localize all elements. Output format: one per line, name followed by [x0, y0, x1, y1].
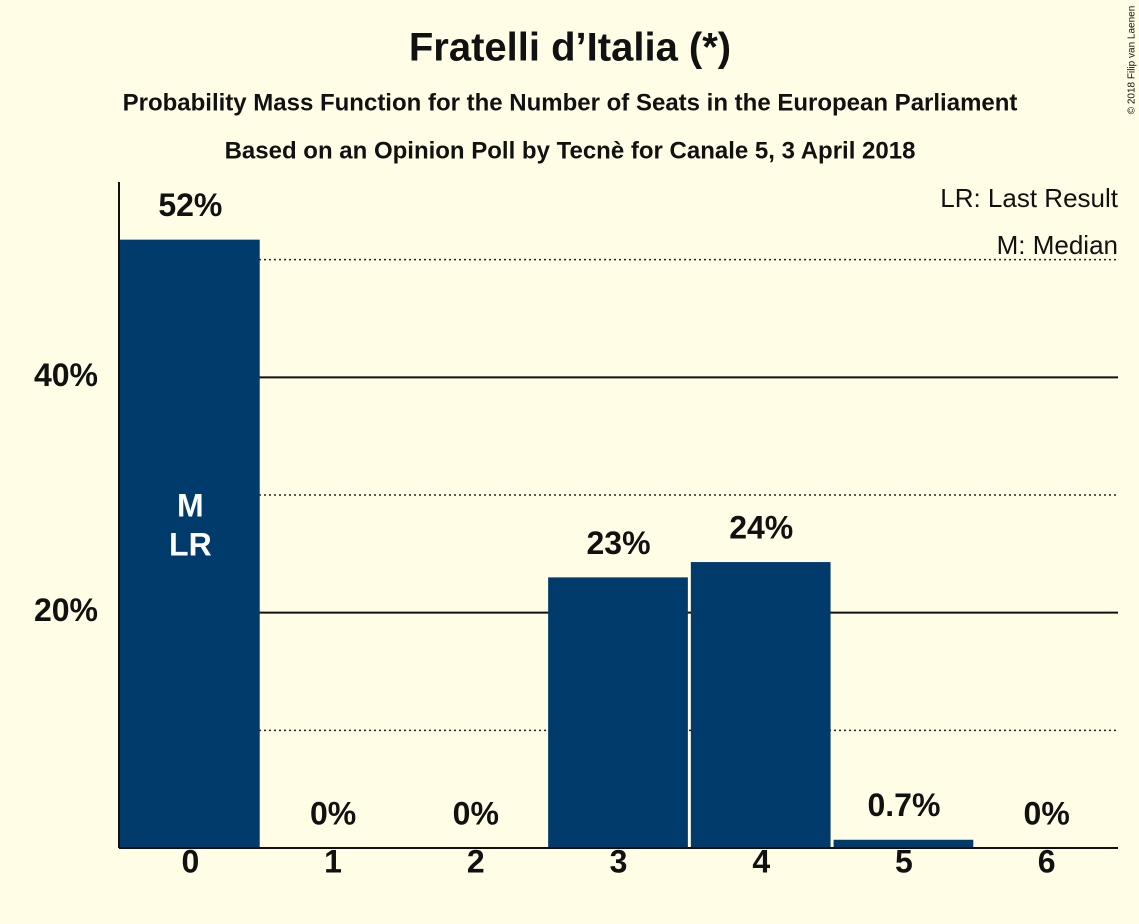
value-label: 0% — [1024, 795, 1070, 831]
x-tick-label: 2 — [467, 843, 485, 879]
x-tick-label: 5 — [895, 843, 913, 879]
value-label: 23% — [586, 525, 650, 561]
x-tick-label: 3 — [610, 843, 628, 879]
credit: © 2018 Filip van Laenen — [1127, 6, 1138, 115]
value-label: 0% — [453, 795, 499, 831]
value-label: 24% — [729, 510, 793, 546]
y-tick-label: 20% — [34, 592, 98, 628]
x-tick-label: 0 — [181, 843, 199, 879]
x-tick-label: 4 — [752, 843, 770, 879]
value-label: 52% — [158, 187, 222, 223]
value-label: 0.7% — [867, 787, 940, 823]
chart-title: Fratelli d’Italia (*) — [409, 26, 731, 70]
bar — [548, 577, 688, 848]
bar — [120, 239, 260, 849]
legend-note: M: Median — [997, 230, 1118, 260]
bar — [833, 839, 974, 848]
x-tick-label: 1 — [324, 843, 342, 879]
value-label: 0% — [310, 795, 356, 831]
legend-note: LR: Last Result — [940, 183, 1119, 213]
bar — [690, 562, 831, 848]
bar-annotation: LR — [169, 526, 212, 562]
x-tick-label: 6 — [1038, 843, 1056, 879]
y-tick-label: 40% — [34, 357, 98, 393]
bar-annotation: M — [177, 487, 204, 523]
chart-subtitle: Based on an Opinion Poll by Tecnè for Ca… — [225, 137, 916, 164]
chart-subtitle: Probability Mass Function for the Number… — [123, 89, 1018, 116]
